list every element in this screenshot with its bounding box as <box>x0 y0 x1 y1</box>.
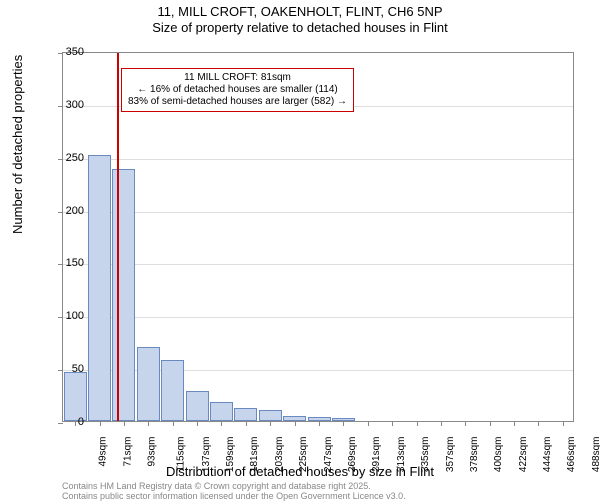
xtick-mark <box>270 421 271 426</box>
ytick-label: 300 <box>44 99 84 111</box>
xtick-mark <box>563 421 564 426</box>
bar <box>64 372 87 421</box>
xtick-mark <box>246 421 247 426</box>
ytick-label: 250 <box>44 152 84 164</box>
xtick-mark <box>368 421 369 426</box>
bar <box>112 169 135 421</box>
ytick-label: 100 <box>44 310 84 322</box>
xtick-mark <box>295 421 296 426</box>
xtick-mark <box>417 421 418 426</box>
annotation-title: 11 MILL CROFT: 81sqm <box>128 72 347 84</box>
ytick-label: 50 <box>44 363 84 375</box>
xtick-mark <box>465 421 466 426</box>
y-axis-label: Number of detached properties <box>10 55 25 234</box>
xtick-mark <box>173 421 174 426</box>
gridline <box>63 159 573 160</box>
ytick-label: 0 <box>44 416 84 428</box>
footnote-line2: Contains public sector information licen… <box>62 492 406 502</box>
plot: 49sqm71sqm93sqm115sqm137sqm159sqm181sqm2… <box>62 52 574 422</box>
bar <box>137 347 160 421</box>
bar <box>186 391 209 421</box>
xtick-label: 71sqm <box>122 437 133 467</box>
x-axis-label: Distribution of detached houses by size … <box>0 464 600 479</box>
ytick-label: 350 <box>44 46 84 58</box>
annotation-box: 11 MILL CROFT: 81sqm← 16% of detached ho… <box>121 68 354 112</box>
page-subtitle: Size of property relative to detached ho… <box>0 20 600 35</box>
ytick-label: 200 <box>44 205 84 217</box>
xtick-mark <box>148 421 149 426</box>
ytick-label: 150 <box>44 257 84 269</box>
footnote: Contains HM Land Registry data © Crown c… <box>62 482 406 502</box>
chart-area: 49sqm71sqm93sqm115sqm137sqm159sqm181sqm2… <box>62 52 574 422</box>
xtick-mark <box>343 421 344 426</box>
bar <box>210 402 233 421</box>
annotation-line2: 83% of semi-detached houses are larger (… <box>128 96 347 108</box>
xtick-mark <box>221 421 222 426</box>
xtick-mark <box>124 421 125 426</box>
bar <box>259 410 282 421</box>
gridline <box>63 212 573 213</box>
xtick-mark <box>100 421 101 426</box>
bar <box>88 155 111 421</box>
gridline <box>63 317 573 318</box>
annotation-line1: ← 16% of detached houses are smaller (11… <box>128 84 347 96</box>
bar <box>161 360 184 421</box>
xtick-label: 93sqm <box>146 437 157 467</box>
xtick-label: 49sqm <box>98 437 109 467</box>
marker-line <box>117 53 119 421</box>
bar <box>234 408 257 421</box>
page-title: 11, MILL CROFT, OAKENHOLT, FLINT, CH6 5N… <box>0 4 600 20</box>
xtick-mark <box>441 421 442 426</box>
xtick-mark <box>538 421 539 426</box>
xtick-mark <box>392 421 393 426</box>
xtick-mark <box>490 421 491 426</box>
xtick-mark <box>319 421 320 426</box>
gridline <box>63 264 573 265</box>
xtick-mark <box>197 421 198 426</box>
xtick-mark <box>514 421 515 426</box>
